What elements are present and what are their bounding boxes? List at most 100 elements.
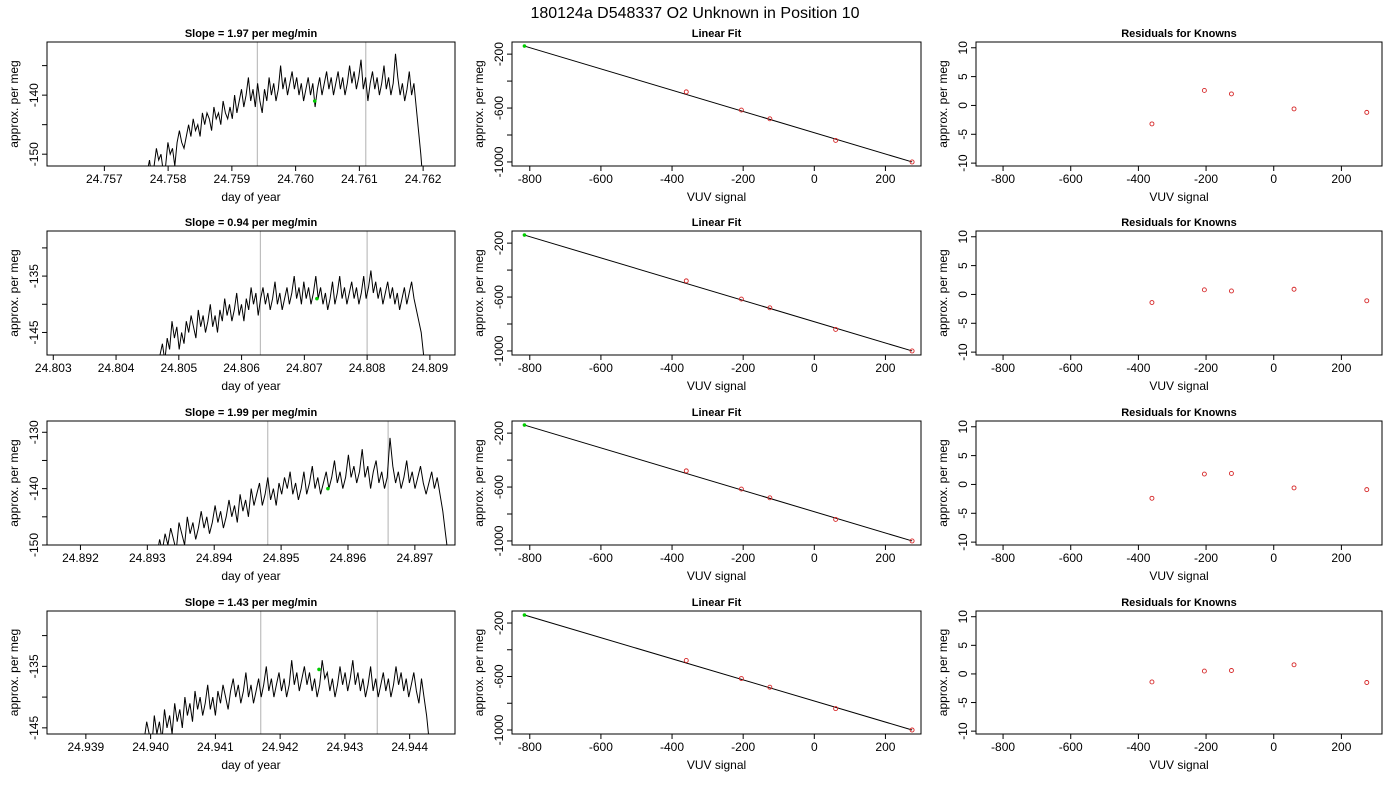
x-axis-label: VUV signal: [1149, 569, 1208, 583]
x-tick-label: -600: [1059, 361, 1083, 375]
plot-frame: [975, 420, 1383, 546]
y-tick-label: -1000: [492, 335, 506, 366]
figure-title: 180124a D548337 O2 Unknown in Position 1…: [530, 5, 859, 22]
x-axis-label: VUV signal: [687, 569, 746, 583]
panel-title: Slope = 1.97 per meg/min: [185, 28, 318, 40]
known-point: [738, 676, 744, 681]
y-tick-label: -200: [492, 611, 506, 635]
y-axis-label: approx. per meg: [936, 60, 950, 147]
x-tick-label: -800: [518, 740, 542, 754]
x-tick-label: 200: [875, 551, 895, 565]
known-point: [767, 495, 773, 501]
x-tick-label: 24.892: [62, 551, 99, 565]
y-tick-label: -5: [956, 318, 970, 329]
y-tick-label: -1000: [492, 146, 506, 177]
x-tick-label: -200: [731, 172, 755, 186]
plot-area: [522, 233, 915, 354]
x-tick-label: 24.803: [35, 361, 72, 375]
y-tick-label: 10: [956, 610, 970, 624]
panel-timeseries-row2: Slope = 0.94 per meg/min 24.803 24.804 24.8…: [7, 217, 456, 393]
plot-area: [142, 53, 423, 166]
x-tick-label: -400: [660, 551, 684, 565]
y-axis-label: approx. per meg: [936, 629, 950, 716]
panel-linear-fit-row4: Linear Fit -800 -600 -400 -200 0 200 -200 -600 -1…: [472, 597, 922, 772]
x-tick-label: -800: [991, 551, 1015, 565]
y-tick-label: 5: [956, 73, 970, 80]
known-point: [833, 326, 839, 332]
plot-area: [522, 613, 915, 733]
known-point: [1149, 300, 1155, 305]
y-tick-label: 10: [956, 420, 970, 434]
x-tick-label: 24.897: [397, 551, 434, 565]
unknown-point: [522, 233, 527, 237]
x-tick-label: 24.761: [341, 172, 378, 186]
known-point: [1364, 487, 1370, 493]
x-tick-label: 200: [1331, 740, 1351, 754]
y-tick-label: -200: [492, 42, 506, 66]
x-tick-label: 0: [811, 551, 818, 565]
x-tick-label: -600: [589, 740, 613, 754]
y-tick-label: -150: [27, 142, 41, 166]
unknown-marker: [315, 296, 319, 301]
x-tick-label: -400: [660, 172, 684, 186]
known-point: [1291, 286, 1297, 292]
x-tick-label: 24.758: [150, 172, 187, 186]
x-tick-label: 24.806: [223, 361, 260, 375]
x-tick-label: -600: [589, 361, 613, 375]
fit-line: [524, 424, 913, 542]
plot-area: [154, 437, 448, 545]
plot-frame: [511, 41, 922, 167]
panel-title: Linear Fit: [692, 407, 742, 419]
x-tick-label: -800: [991, 740, 1015, 754]
x-axis-label: VUV signal: [1149, 190, 1208, 204]
x-tick-label: 200: [1331, 172, 1351, 186]
x-tick-label: 24.939: [68, 740, 105, 754]
plot-area: [1149, 87, 1370, 127]
x-tick-label: -800: [518, 361, 542, 375]
y-axis-label: approx. per meg: [7, 629, 21, 716]
panel-linear-fit-row1: Linear Fit -800 -600 -400 -200 0 200 -200 -600 -1…: [472, 28, 922, 204]
panel-timeseries-row4: Slope = 1.43 per meg/min 24.939 24.940 24.9…: [7, 597, 456, 772]
x-tick-label: -200: [1194, 172, 1218, 186]
y-tick-label: -5: [956, 129, 970, 140]
panel-title: Linear Fit: [692, 28, 742, 40]
known-point: [1228, 91, 1234, 97]
plot-frame: [975, 230, 1383, 356]
known-point: [1149, 121, 1155, 127]
x-axis-label: VUV signal: [687, 379, 746, 393]
known-point: [909, 538, 915, 544]
panel-timeseries-row3: Slope = 1.99 per meg/min 24.892 24.893 24.8…: [7, 407, 456, 583]
unknown-marker: [317, 667, 321, 672]
x-tick-label: 24.760: [277, 172, 314, 186]
x-tick-label: -200: [731, 551, 755, 565]
x-tick-label: 0: [1270, 172, 1277, 186]
x-tick-label: 24.895: [263, 551, 300, 565]
y-tick-label: -600: [492, 96, 506, 120]
known-point: [1201, 87, 1207, 93]
panel-residuals-row2: Residuals for Knowns -800 -600 -400 -200 0 200…: [936, 217, 1383, 393]
plot-frame: [46, 420, 456, 546]
y-axis-label: approx. per meg: [936, 249, 950, 336]
x-axis-label: day of year: [221, 190, 280, 204]
x-axis-label: day of year: [221, 379, 280, 393]
panel-title: Residuals for Knowns: [1121, 217, 1237, 229]
y-axis-label: approx. per meg: [7, 60, 21, 147]
x-tick-label: 200: [875, 361, 895, 375]
plot-area: [159, 270, 425, 355]
known-point: [909, 727, 915, 733]
y-tick-label: -140: [27, 476, 41, 500]
known-point: [767, 684, 773, 690]
x-tick-label: 24.805: [160, 361, 197, 375]
panel-linear-fit-row2: Linear Fit -800 -600 -400 -200 0 200 -200 -600 -1…: [472, 217, 922, 393]
x-tick-label: 0: [1270, 551, 1277, 565]
known-point: [1201, 471, 1207, 477]
x-axis-label: VUV signal: [687, 190, 746, 204]
y-tick-label: 5: [956, 452, 970, 459]
y-tick-label: -200: [492, 231, 506, 255]
plot-area: [522, 423, 915, 544]
x-tick-label: -200: [1194, 740, 1218, 754]
known-point: [1364, 298, 1370, 304]
x-tick-label: -600: [1059, 551, 1083, 565]
known-point: [767, 305, 773, 311]
